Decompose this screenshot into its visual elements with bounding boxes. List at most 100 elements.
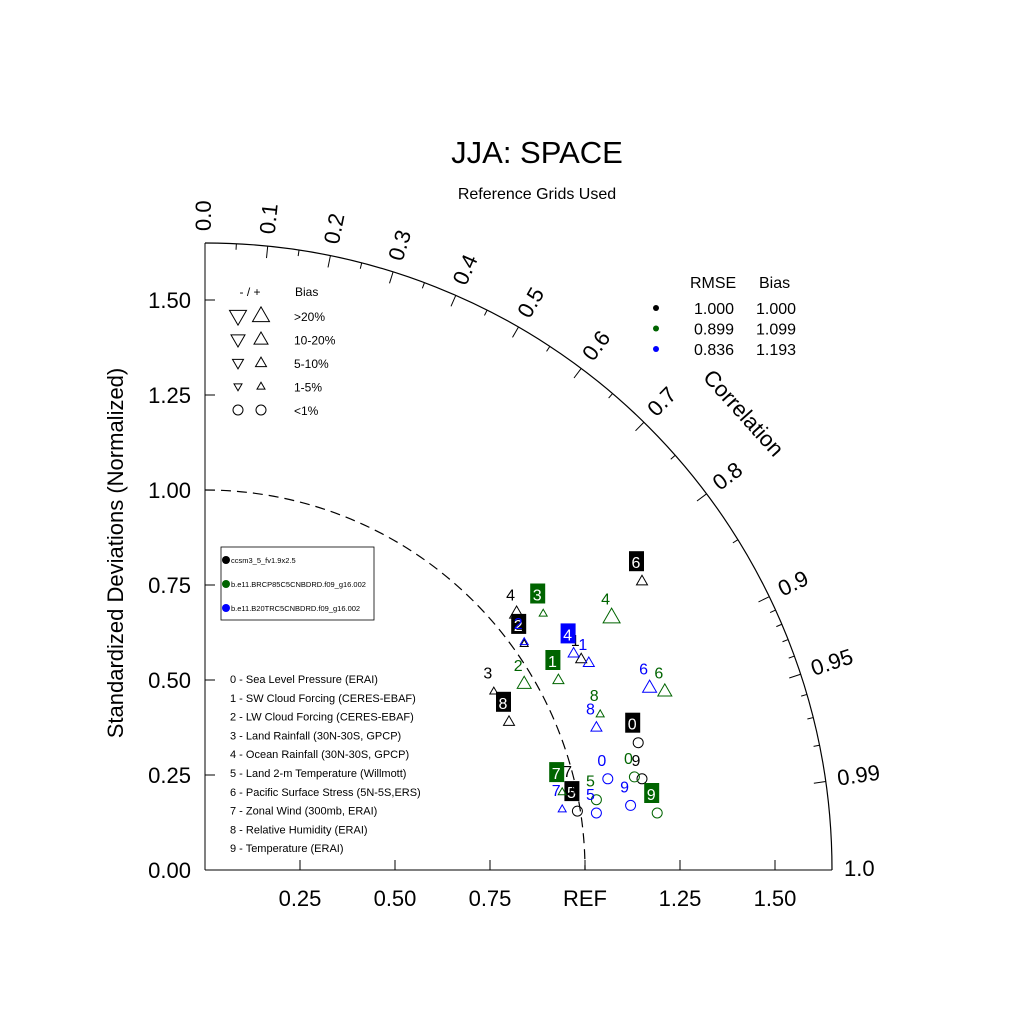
correlation-tick-label: 0.2: [319, 211, 350, 246]
y-tick-label: 1.25: [148, 383, 191, 408]
data-point-marker: [603, 608, 620, 623]
data-point-marker: [633, 738, 643, 748]
y-tick-label: 1.00: [148, 478, 191, 503]
data-point-label: 3: [533, 588, 542, 605]
correlation-tick-label: 0.1: [255, 202, 283, 235]
stats-legend-dot: [653, 346, 659, 352]
stats-legend-header-rmse: RMSE: [690, 275, 736, 292]
bias-legend-label: 1-5%: [294, 381, 322, 395]
variable-legend-item: 1 - SW Cloud Forcing (CERES-EBAF): [230, 693, 416, 705]
y-tick-label: 0.00: [148, 858, 191, 883]
chart-subtitle: Reference Grids Used: [458, 186, 616, 203]
data-point-label: 9: [632, 753, 641, 770]
variable-legend-item: 7 - Zonal Wind (300mb, ERAI): [230, 806, 377, 818]
correlation-minor-tick: [298, 250, 299, 256]
correlation-minor-tick: [484, 310, 487, 315]
data-point-label: 6: [632, 555, 641, 572]
chart-title: JJA: SPACE: [451, 135, 623, 170]
stats-legend-rmse: 1.000: [694, 301, 734, 318]
data-point-label: 9: [620, 779, 629, 796]
correlation-tick-label: 0.8: [708, 457, 747, 495]
bias-legend-symbols-header: - / +: [239, 285, 260, 299]
data-point-label: 5: [586, 787, 595, 804]
correlation-tick-label: 0.4: [448, 251, 483, 289]
data-point-label: 2: [514, 616, 523, 633]
data-point-label: 8: [499, 696, 508, 713]
correlation-tick: [267, 246, 268, 258]
bias-legend-triangle-up: [254, 332, 268, 344]
correlation-minor-tick: [776, 624, 782, 626]
x-tick-label: 1.25: [659, 886, 702, 911]
case-legend-label: b.e11.B20TRC5CNBDRD.f09_g16.002: [231, 604, 360, 613]
bias-legend-label: >20%: [294, 310, 325, 324]
stats-legend-bias: 1.193: [756, 342, 796, 359]
data-point-label: 6: [654, 665, 663, 682]
bias-legend-triangle-down: [231, 335, 245, 347]
correlation-minor-tick: [422, 283, 424, 289]
data-point-marker: [517, 676, 531, 688]
bias-legend-header: Bias: [295, 285, 318, 299]
stats-legend-bias: 1.000: [756, 301, 796, 318]
data-point-label: 0: [628, 717, 637, 734]
correlation-tick-label: 1.0: [844, 856, 875, 881]
x-tick-label: 0.25: [279, 886, 322, 911]
y-axis-label: Standardized Deviations (Normalized): [103, 368, 128, 739]
correlation-tick-label: 0.9: [774, 565, 812, 601]
data-point-marker: [583, 657, 594, 667]
data-point-label: 1: [578, 637, 587, 654]
bias-legend-triangle-up: [253, 307, 270, 322]
correlation-tick: [574, 368, 581, 378]
variable-legend-item: 0 - Sea Level Pressure (ERAI): [230, 674, 378, 686]
stats-legend-dot: [653, 326, 659, 332]
correlation-minor-tick: [609, 394, 613, 399]
stats-legend-bias: 1.099: [756, 322, 796, 339]
data-point-label: 7: [552, 783, 561, 800]
correlation-tick-label: 0.7: [642, 382, 681, 421]
bias-legend-triangle-down: [234, 384, 242, 391]
data-point-label: 7: [552, 766, 561, 783]
correlation-tick: [814, 782, 826, 784]
data-point-marker: [603, 774, 613, 784]
correlation-tick: [390, 272, 394, 283]
data-point-label: 9: [647, 787, 656, 804]
marks-group: 01234567890123456789012456789: [483, 551, 671, 818]
case-legend-dot: [222, 556, 230, 564]
bias-legend-triangle-up: [257, 382, 265, 389]
data-point-marker: [658, 684, 672, 696]
data-point-marker: [591, 808, 601, 818]
data-point-marker: [652, 808, 662, 818]
data-point-label: 6: [639, 662, 648, 679]
variable-legend-item: 3 - Land Rainfall (30N-30S, GPCP): [230, 730, 401, 742]
bias-legend-label: 5-10%: [294, 357, 329, 371]
correlation-tick: [328, 256, 330, 268]
y-tick-label: 0.25: [148, 763, 191, 788]
bias-legend-triangle-down: [230, 310, 247, 325]
case-legend-label: b.e11.BRCP85C5CNBDRD.f09_g16.002: [231, 580, 366, 589]
case-legend-label: ccsm3_5_fv1.9x2.5: [231, 556, 296, 565]
correlation-minor-tick: [783, 640, 789, 642]
variable-legend-item: 5 - Land 2-m Temperature (Willmott): [230, 768, 406, 780]
correlation-minor-tick: [807, 718, 813, 719]
data-point-marker: [591, 722, 602, 732]
data-point-label: 0: [597, 753, 606, 770]
x-tick-label: REF: [563, 886, 607, 911]
variable-legend-item: 4 - Ocean Rainfall (30N-30S, GPCP): [230, 749, 409, 761]
stats-legend-dot: [653, 305, 659, 311]
bias-legend-circle-plus: [256, 405, 266, 415]
correlation-minor-tick: [671, 455, 676, 459]
correlation-minor-tick: [360, 263, 362, 269]
bias-legend-circle-minus: [233, 405, 243, 415]
correlation-tick-label: 0.0: [191, 200, 216, 231]
correlation-tick-label: 0.6: [577, 326, 615, 365]
data-point-label: 3: [483, 665, 492, 682]
data-point-marker: [539, 609, 547, 616]
stats-legend-header-bias: Bias: [759, 275, 790, 292]
correlation-minor-tick: [814, 745, 820, 746]
correlation-minor-tick: [789, 656, 795, 658]
data-point-label: 4: [601, 591, 610, 608]
correlation-tick: [789, 674, 800, 678]
correlation-tick: [513, 327, 519, 337]
